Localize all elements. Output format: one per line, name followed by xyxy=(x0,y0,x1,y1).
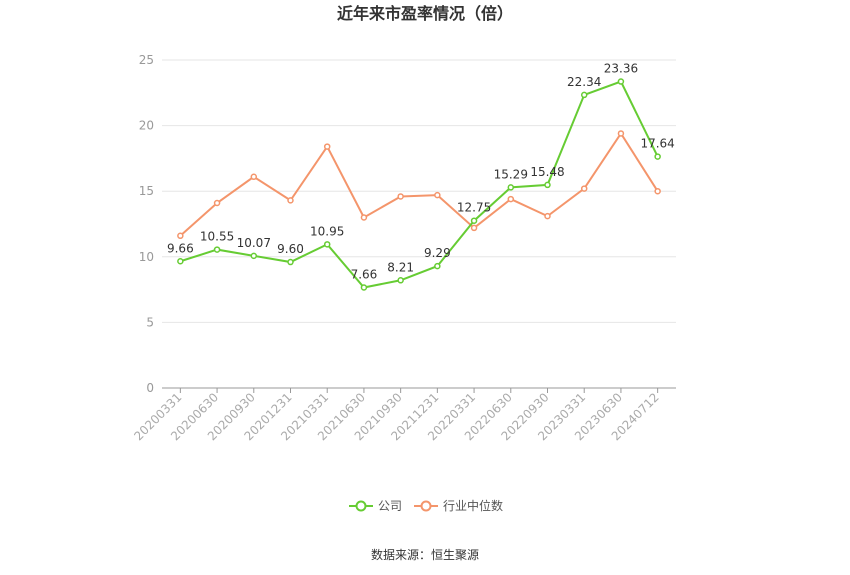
data-point[interactable] xyxy=(507,184,515,191)
data-label: 23.36 xyxy=(604,62,638,76)
data-point[interactable] xyxy=(434,191,441,199)
data-point[interactable] xyxy=(177,258,184,265)
data-point[interactable] xyxy=(213,199,221,207)
grid xyxy=(162,59,676,323)
data-label: 15.48 xyxy=(530,165,564,179)
data-point[interactable] xyxy=(323,143,331,150)
series-line xyxy=(180,80,659,289)
data-point[interactable] xyxy=(177,232,184,240)
data-point[interactable] xyxy=(397,193,404,200)
data-point[interactable] xyxy=(434,262,441,270)
data-label: 10.55 xyxy=(200,230,234,244)
legend-marker[interactable] xyxy=(420,500,432,512)
data-label: 9.66 xyxy=(167,241,194,255)
data-point[interactable] xyxy=(654,153,661,160)
data-point[interactable] xyxy=(654,187,661,195)
data-label: 7.66 xyxy=(351,268,378,282)
y-axis: 0 5 10 15 20 25 xyxy=(139,53,154,395)
data-label: 22.34 xyxy=(567,75,601,89)
data-point[interactable] xyxy=(287,258,294,266)
y-tick-label: 25 xyxy=(139,53,154,67)
data-label: 12.75 xyxy=(457,201,491,215)
data-point[interactable] xyxy=(580,185,588,192)
data-point[interactable] xyxy=(470,217,478,224)
data-label: 15.29 xyxy=(494,167,528,181)
x-axis: 2020033120200630202009302020123120210331… xyxy=(131,387,676,443)
y-tick-label: 20 xyxy=(139,119,154,133)
data-label: 9.29 xyxy=(424,246,451,260)
data-point[interactable] xyxy=(287,197,294,204)
data-point[interactable] xyxy=(617,130,625,137)
data-label: 10.95 xyxy=(310,224,344,238)
data-point[interactable] xyxy=(250,173,258,181)
data-point[interactable] xyxy=(507,195,515,203)
data-point[interactable] xyxy=(360,284,368,291)
data-point[interactable] xyxy=(397,277,404,284)
legend-label[interactable]: 公司 xyxy=(378,499,402,513)
data-label: 8.21 xyxy=(387,260,414,274)
data-point[interactable] xyxy=(544,181,551,189)
y-tick-label: 5 xyxy=(146,315,154,329)
y-tick-label: 10 xyxy=(139,250,154,264)
legend-marker[interactable] xyxy=(355,500,367,512)
data-labels: 9.66 10.55 10.07 9.60 10.95 7.66 8.21 9.29 12.75… xyxy=(167,62,675,282)
data-label: 9.60 xyxy=(277,242,304,256)
data-point[interactable] xyxy=(250,252,258,260)
data-point[interactable] xyxy=(470,224,478,232)
data-point[interactable] xyxy=(323,241,331,248)
data-point[interactable] xyxy=(617,78,625,85)
legend[interactable]: 公司 行业中位数 xyxy=(349,498,503,513)
y-tick-label: 15 xyxy=(139,184,154,198)
legend-label[interactable]: 行业中位数 xyxy=(443,498,503,513)
series-group xyxy=(177,78,661,291)
y-tick-label: 0 xyxy=(146,381,154,395)
data-point[interactable] xyxy=(544,212,551,220)
data-label: 17.64 xyxy=(640,137,674,151)
series-line xyxy=(179,131,659,237)
data-point[interactable] xyxy=(213,246,221,253)
source-note: 数据来源：恒生聚源 xyxy=(371,547,479,562)
data-point[interactable] xyxy=(580,91,588,99)
data-point[interactable] xyxy=(360,214,368,221)
data-label: 10.07 xyxy=(237,236,271,250)
chart-title: 近年来市盈率情况（倍） xyxy=(337,4,513,23)
